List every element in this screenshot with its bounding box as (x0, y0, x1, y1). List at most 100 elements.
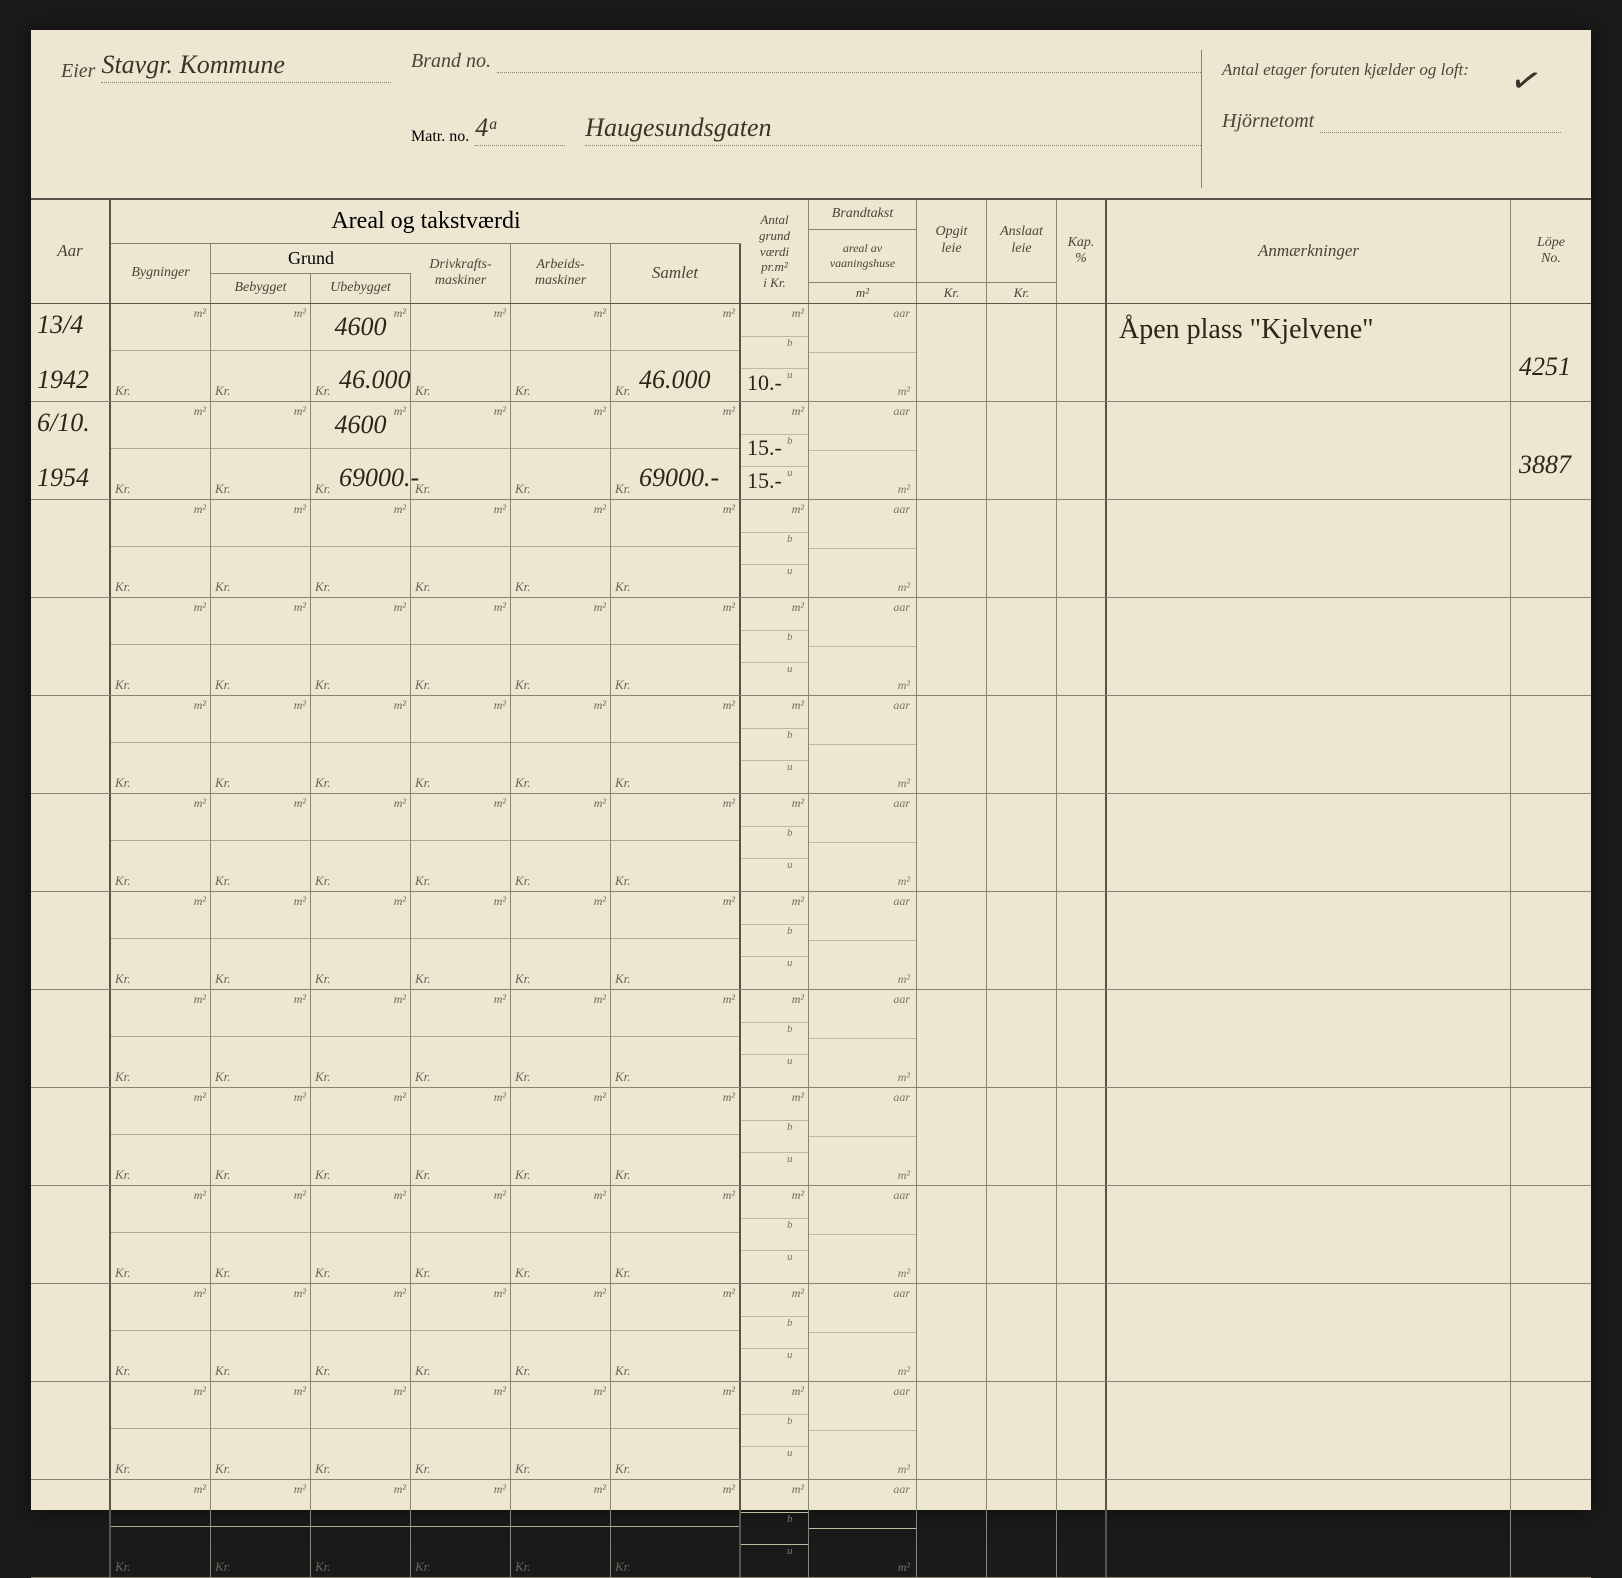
cell-c-aar: 6/10.1954 (31, 402, 111, 499)
cell-c-anm (1107, 598, 1511, 695)
cell-c-bygn: m²Kr. (111, 1186, 211, 1283)
cell-c-ubebyg: m²Kr. (311, 892, 411, 989)
cell-c-samlet: m²Kr.69000.- (611, 402, 741, 499)
cell-c-antal: m²bu10.- (741, 304, 809, 401)
cell-c-kap (1057, 696, 1107, 793)
cell-c-anm (1107, 500, 1511, 597)
hdr-samlet: Samlet (611, 244, 739, 303)
cell-c-driv: m²Kr. (411, 1088, 511, 1185)
cell-c-ansl (987, 1186, 1057, 1283)
table-row: 6/10.1954m²Kr.m²Kr.m²Kr.460069000.-m²Kr.… (31, 402, 1591, 500)
cell-c-brand: aarm² (809, 304, 917, 401)
hdr-brandtakst: Brandtakst (809, 200, 916, 229)
table-row: m²Kr.m²Kr.m²Kr.m²Kr.m²Kr.m²Kr.m²buaarm² (31, 598, 1591, 696)
cell-c-antal: m²bu (741, 1186, 809, 1283)
table-header: Aar Areal og takstværdi Bygninger Grund … (31, 200, 1591, 304)
cell-c-brand: aarm² (809, 1480, 917, 1577)
cell-c-arb: m²Kr. (511, 696, 611, 793)
cell-c-bygn: m²Kr. (111, 696, 211, 793)
page-header: Eier Stavgr. Kommune Brand no. Matr. no.… (31, 30, 1591, 200)
cell-c-antal: m²bu (741, 696, 809, 793)
cell-c-samlet: m²Kr. (611, 990, 741, 1087)
cell-c-ansl (987, 696, 1057, 793)
cell-c-driv: m²Kr. (411, 402, 511, 499)
cell-c-kap (1057, 794, 1107, 891)
areal-subheaders: Bygninger Grund Bebygget Ubebygget (111, 244, 741, 303)
hdr-arbeids: Arbeids- maskiner (511, 244, 610, 303)
etager-field: Antal etager foruten kjælder og loft: (1222, 60, 1561, 80)
matrno-street: Haugesundsgaten (585, 113, 1201, 146)
cell-c-anm (1107, 402, 1511, 499)
table-row: m²Kr.m²Kr.m²Kr.m²Kr.m²Kr.m²Kr.m²buaarm² (31, 500, 1591, 598)
cell-c-bebyg: m²Kr. (211, 500, 311, 597)
cell-c-antal: m²bu (741, 794, 809, 891)
cell-c-antal: m²bu (741, 990, 809, 1087)
etager-label: Antal etager foruten kjælder og loft: (1222, 60, 1469, 80)
cell-c-kap (1057, 1088, 1107, 1185)
cell-c-arb: m²Kr. (511, 1088, 611, 1185)
cell-c-bebyg: m²Kr. (211, 1088, 311, 1185)
cell-c-ansl (987, 402, 1057, 499)
cell-c-ubebyg: m²Kr. (311, 990, 411, 1087)
cell-c-opgit (917, 500, 987, 597)
cell-c-antal: m²bu (741, 1284, 809, 1381)
cell-c-samlet: m²Kr. (611, 892, 741, 989)
hdr-ubebygget: Ubebygget (311, 274, 410, 303)
cell-c-opgit (917, 1284, 987, 1381)
cell-c-bygn: m²Kr. (111, 500, 211, 597)
cell-c-arb: m²Kr. (511, 990, 611, 1087)
hdr-antal: Antal grund værdi pr.m² i Kr. (741, 200, 808, 303)
cell-c-arb: m²Kr. (511, 304, 611, 401)
table-row: m²Kr.m²Kr.m²Kr.m²Kr.m²Kr.m²Kr.m²buaarm² (31, 892, 1591, 990)
cell-c-anm (1107, 1284, 1511, 1381)
cell-c-antal: m²bu (741, 1382, 809, 1479)
cell-c-bebyg: m²Kr. (211, 304, 311, 401)
col-anm: Anmærkninger (1107, 200, 1511, 303)
cell-c-kap (1057, 598, 1107, 695)
cell-c-brand: aarm² (809, 500, 917, 597)
cell-c-samlet: m²Kr. (611, 598, 741, 695)
cell-c-bebyg: m²Kr. (211, 794, 311, 891)
cell-c-kap (1057, 500, 1107, 597)
hdr-grund: Grund (211, 244, 411, 274)
cell-c-bygn: m²Kr. (111, 990, 211, 1087)
hdr-anm: Anmærkninger (1107, 200, 1510, 303)
hdr-drivkraft: Drivkrafts- maskiner (411, 244, 510, 303)
cell-c-bebyg: m²Kr. (211, 1480, 311, 1577)
cell-c-brand: aarm² (809, 1284, 917, 1381)
col-aar: Aar (31, 200, 111, 303)
cell-c-brand: aarm² (809, 892, 917, 989)
table-row: 13/41942m²Kr.m²Kr.m²Kr.460046.000m²Kr.m²… (31, 304, 1591, 402)
hdr-opgit-kr: Kr. (917, 282, 986, 303)
cell-c-antal: m²bu15.-15.- (741, 402, 809, 499)
cell-c-bygn: m²Kr. (111, 1088, 211, 1185)
cell-c-lope: 4251 (1511, 304, 1591, 401)
table-row: m²Kr.m²Kr.m²Kr.m²Kr.m²Kr.m²Kr.m²buaarm² (31, 1284, 1591, 1382)
cell-c-samlet: m²Kr. (611, 1186, 741, 1283)
cell-c-brand: aarm² (809, 598, 917, 695)
cell-c-kap (1057, 1186, 1107, 1283)
cell-c-aar: 13/41942 (31, 304, 111, 401)
cell-c-ubebyg: m²Kr. (311, 500, 411, 597)
cell-c-opgit (917, 304, 987, 401)
cell-c-lope (1511, 1088, 1591, 1185)
cell-c-samlet: m²Kr. (611, 1088, 741, 1185)
cell-c-kap (1057, 990, 1107, 1087)
cell-c-opgit (917, 1480, 987, 1577)
cell-c-bebyg: m²Kr. (211, 598, 311, 695)
cell-c-aar (31, 696, 111, 793)
cell-c-anm (1107, 696, 1511, 793)
col-anslaat: Anslaat leie Kr. (987, 200, 1057, 303)
cell-c-kap (1057, 1284, 1107, 1381)
col-kap: Kap. % (1057, 200, 1107, 303)
hdr-bebygget: Bebygget (211, 274, 310, 303)
cell-c-ansl (987, 598, 1057, 695)
header-right: ✓ Antal etager foruten kjælder og loft: … (1201, 50, 1561, 188)
cell-c-aar (31, 1284, 111, 1381)
matrno-label: Matr. no. (411, 128, 469, 146)
table-row: m²Kr.m²Kr.m²Kr.m²Kr.m²Kr.m²Kr.m²buaarm² (31, 1088, 1591, 1186)
col-drivkraft: Drivkrafts- maskiner (411, 244, 511, 303)
cell-c-arb: m²Kr. (511, 1186, 611, 1283)
cell-c-antal: m²bu (741, 892, 809, 989)
cell-c-lope (1511, 1382, 1591, 1479)
